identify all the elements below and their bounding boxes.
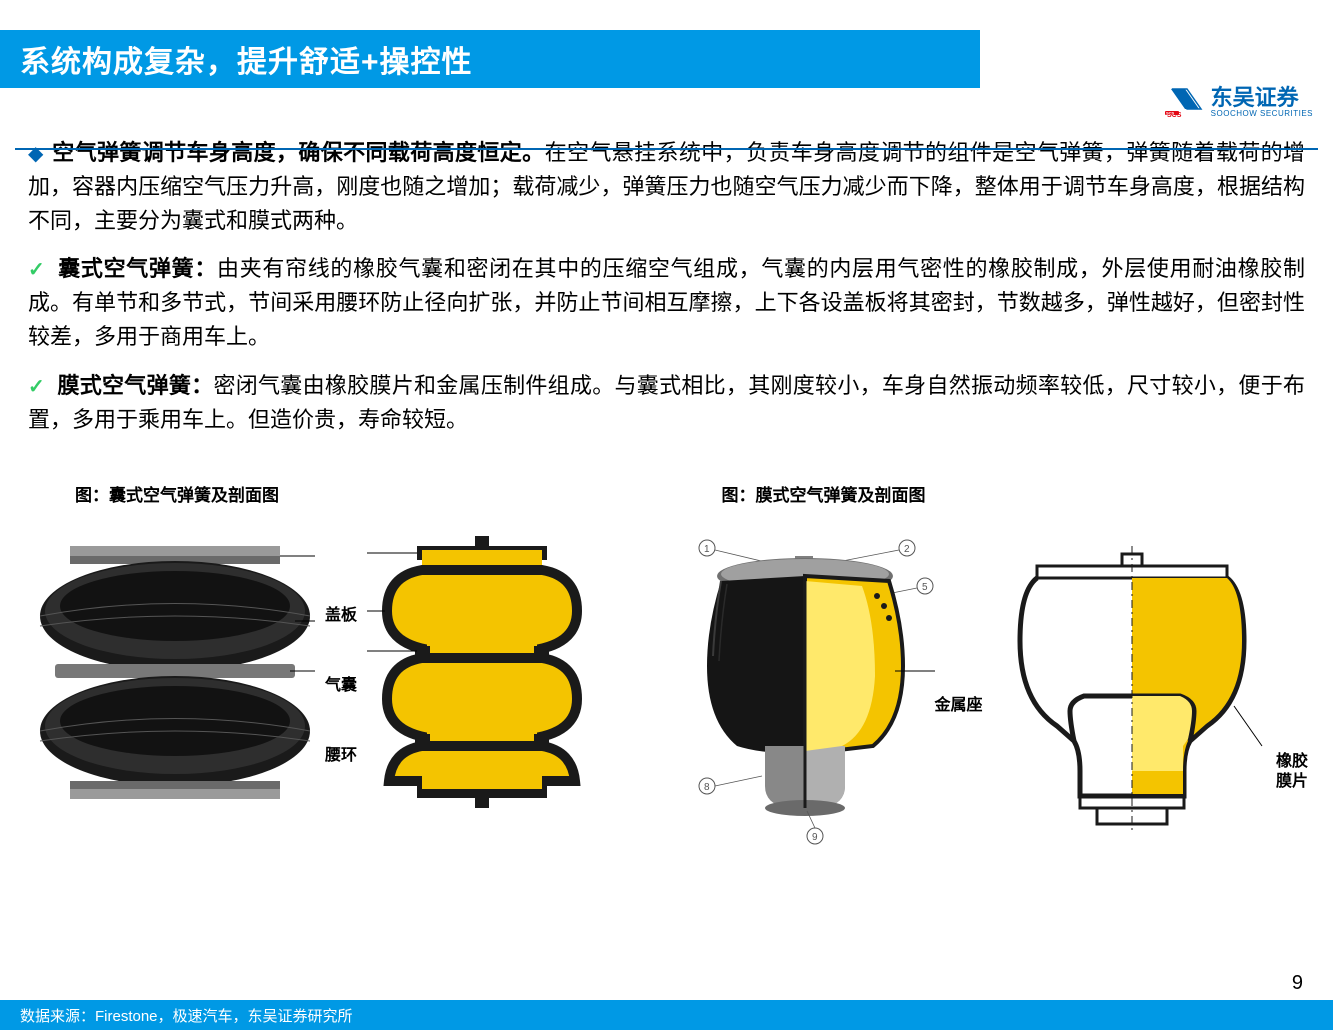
bellows-section — [367, 536, 597, 821]
logo-text-block: 东吴证券 SOOCHOW SECURITIES — [1211, 87, 1313, 118]
figures-row: 图：囊式空气弹簧及剖面图 — [0, 451, 1333, 851]
diaphragm-cutaway: 1 2 5 — [677, 536, 947, 851]
logo-subtitle: SOOCHOW SECURITIES — [1211, 109, 1313, 118]
bullet-2-lead: 囊式空气弹簧： — [58, 256, 217, 281]
svg-text:2: 2 — [904, 544, 910, 555]
logo-icon: SCS SCS — [1165, 85, 1205, 119]
label-airbag: 气囊 — [325, 671, 357, 695]
svg-text:8: 8 — [704, 782, 710, 793]
page-number: 9 — [1292, 972, 1303, 995]
header-divider — [15, 148, 1318, 150]
rubber-l2: 膜片 — [1276, 773, 1308, 790]
bellows-photo — [30, 536, 315, 821]
footer-bar: 数据来源：Firestone，极速汽车，东吴证券研究所 — [0, 1000, 1333, 1030]
label-cover-plate: 盖板 — [325, 601, 357, 625]
bullet-3-body: 密闭气囊由橡胶膜片和金属压制件组成。与囊式相比，其刚度较小，车身自然振动频率较低… — [28, 373, 1305, 432]
logo-name: 东吴证券 — [1211, 87, 1313, 109]
rubber-l1: 橡胶 — [1276, 753, 1308, 770]
fig2-title: 图：膜式空气弹簧及剖面图 — [677, 481, 1304, 506]
label-metal-seat: 金属座 — [935, 691, 983, 715]
bellows-labels: 盖板 气囊 腰环 — [325, 568, 357, 788]
figure-bellows: 图：囊式空气弹簧及剖面图 — [30, 481, 657, 851]
svg-text:5: 5 — [922, 582, 928, 593]
brand-logo: SCS SCS 东吴证券 SOOCHOW SECURITIES — [1165, 85, 1313, 119]
svg-text:9: 9 — [812, 832, 818, 843]
diaphragm-section — [1002, 546, 1272, 841]
content-area: 空气弹簧调节车身高度，确保不同载荷高度恒定。在空气悬挂系统中，负责车身高度调节的… — [0, 118, 1333, 437]
bullet-3: 膜式空气弹簧：密闭气囊由橡胶膜片和金属压制件组成。与囊式相比，其刚度较小，车身自… — [28, 369, 1305, 437]
fig2-row: 1 2 5 — [677, 536, 1304, 851]
fig1-row: 盖板 气囊 腰环 — [30, 536, 657, 821]
data-source: 数据来源：Firestone，极速汽车，东吴证券研究所 — [20, 1005, 353, 1026]
bullet-1-lead: 空气弹簧调节车身高度，确保不同载荷高度恒定。 — [52, 140, 544, 165]
label-rubber-diaphragm: 橡胶 膜片 — [1276, 752, 1308, 790]
title-bar: 系统构成复杂，提升舒适+操控性 — [0, 30, 980, 88]
svg-text:1: 1 — [704, 544, 710, 555]
figure-diaphragm: 图：膜式空气弹簧及剖面图 1 2 5 — [677, 481, 1304, 851]
bullet-1: 空气弹簧调节车身高度，确保不同载荷高度恒定。在空气悬挂系统中，负责车身高度调节的… — [28, 136, 1305, 238]
label-waist-ring: 腰环 — [325, 741, 357, 765]
bullet-2: 囊式空气弹簧：由夹有帘线的橡胶气囊和密闭在其中的压缩空气组成，气囊的内层用气密性… — [28, 252, 1305, 354]
svg-text:SCS: SCS — [1166, 111, 1175, 116]
page-title: 系统构成复杂，提升舒适+操控性 — [20, 37, 473, 81]
bullet-2-body: 由夹有帘线的橡胶气囊和密闭在其中的压缩空气组成，气囊的内层用气密性的橡胶制成，外… — [28, 256, 1305, 349]
bullet-3-lead: 膜式空气弹簧： — [57, 373, 213, 398]
fig1-title: 图：囊式空气弹簧及剖面图 — [30, 481, 657, 506]
